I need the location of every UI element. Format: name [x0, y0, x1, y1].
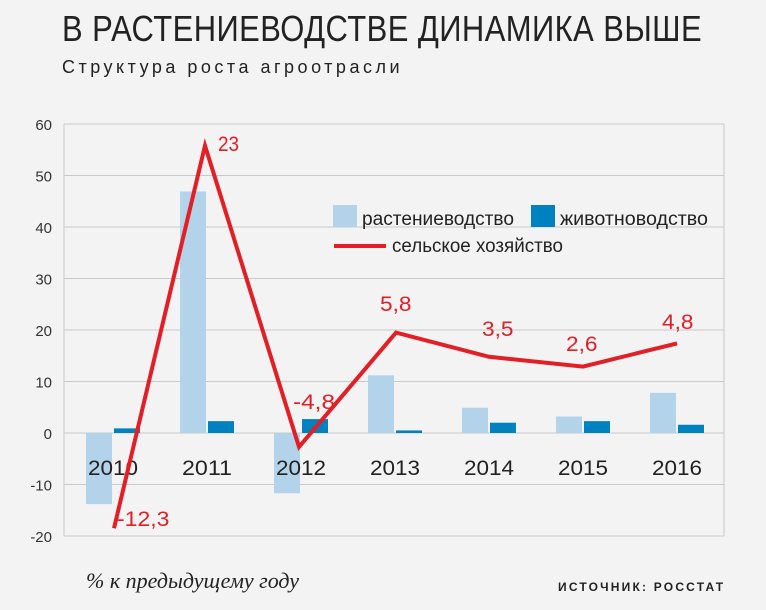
y-tick-label: 0 — [44, 426, 52, 443]
y-tick-label: -20 — [30, 529, 52, 546]
chart-title: В РАСТЕНИЕВОДСТВЕ ДИНАМИКА ВЫШЕ — [62, 8, 703, 49]
data-label: -12,3 — [117, 508, 170, 531]
x-tick-label: 2011 — [182, 457, 232, 480]
y-tick-label: -10 — [30, 478, 52, 495]
x-tick-label: 2012 — [276, 457, 326, 480]
y-tick-label: 10 — [35, 375, 52, 392]
y-tick-label: 40 — [35, 220, 52, 237]
x-tick-label: 2016 — [652, 457, 702, 480]
bar-crop-2016 — [650, 392, 676, 433]
legend-swatch-livestock — [531, 205, 555, 227]
bar-crop-2015 — [556, 416, 582, 433]
bar-livestock-2015 — [584, 421, 610, 433]
bar-crop-2012 — [274, 433, 300, 494]
bar-crop-2010 — [86, 433, 112, 505]
legend-label-crop: растениеводство — [362, 209, 514, 230]
legend-label-livestock: животноводство — [560, 209, 708, 230]
x-tick-label: 2013 — [370, 457, 420, 480]
y-tick-label: 30 — [35, 272, 52, 289]
bar-livestock-2014 — [490, 422, 516, 433]
data-label: 23 — [218, 133, 239, 156]
legend-swatch-crop — [333, 205, 357, 227]
y-tick-label: 60 — [35, 117, 52, 134]
bar-livestock-2013 — [396, 430, 422, 433]
data-label: 4,8 — [662, 311, 694, 334]
bar-livestock-2016 — [678, 424, 704, 433]
bar-crop-2013 — [368, 375, 394, 433]
data-label: 2,6 — [566, 333, 598, 356]
data-label: 3,5 — [482, 318, 514, 341]
data-label: -4,8 — [293, 391, 335, 414]
units-note: % к предыдущему году — [86, 568, 300, 593]
y-tick-label: 20 — [35, 323, 52, 340]
x-tick-label: 2014 — [464, 457, 514, 480]
chart-subtitle: Структура роста агроотрасли — [62, 57, 404, 77]
bar-livestock-2010 — [114, 428, 140, 433]
y-tick-label: 50 — [35, 169, 52, 186]
bar-livestock-2011 — [208, 421, 234, 433]
legend-label-agriculture: сельское хозяйство — [392, 236, 563, 257]
x-tick-label: 2015 — [558, 457, 608, 480]
data-label: 5,8 — [380, 293, 412, 316]
bar-crop-2014 — [462, 407, 488, 433]
source-note: ИСТОЧНИК: РОССТАТ — [558, 580, 726, 594]
